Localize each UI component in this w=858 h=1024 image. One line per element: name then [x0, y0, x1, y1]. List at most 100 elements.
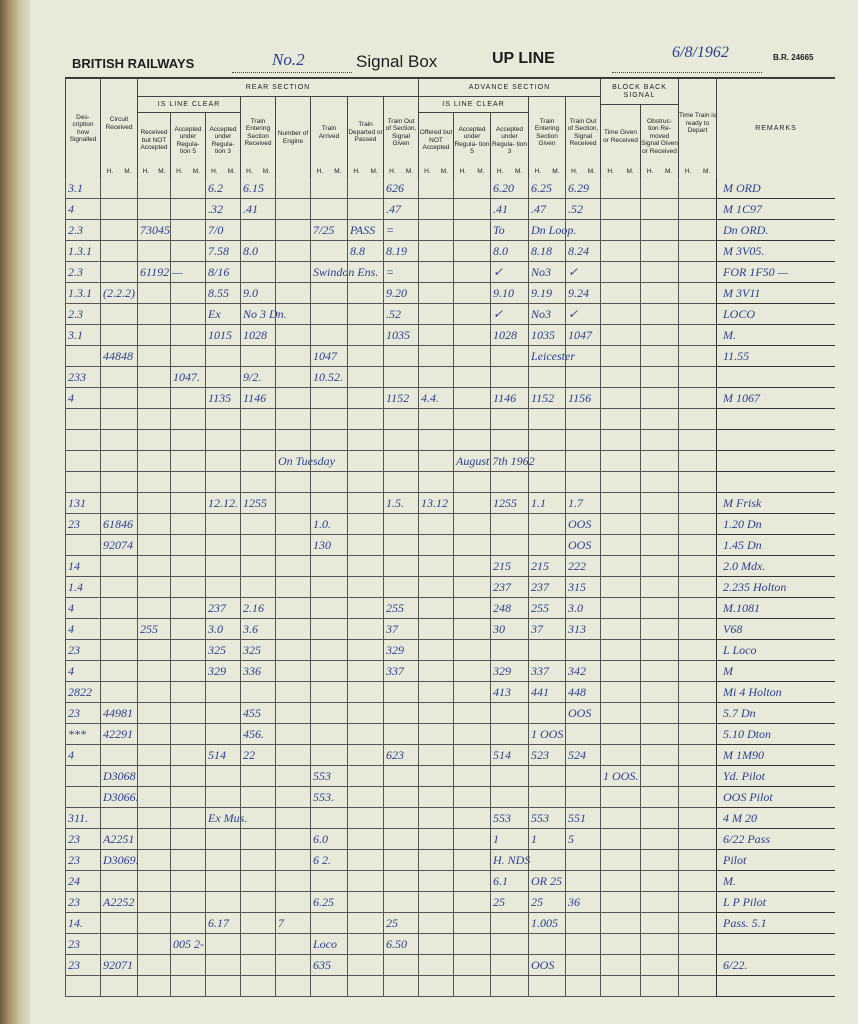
- time-cell: [100, 913, 137, 934]
- time-cell: OOS: [565, 514, 600, 535]
- time-cell: [453, 745, 490, 766]
- table-row: 233 1047. 9/2. 10.52.: [65, 367, 835, 388]
- time-cell: [600, 871, 640, 892]
- time-cell: [205, 514, 240, 535]
- time-cell: [137, 178, 170, 199]
- time-cell: [453, 304, 490, 325]
- time-cell: [600, 787, 640, 808]
- time-cell: [347, 598, 383, 619]
- description-cell: 23: [65, 934, 100, 955]
- time-cell: [640, 220, 678, 241]
- table-row: *** 42291 456. 1 OOS 5.10 Dton: [65, 724, 835, 745]
- time-cell: [205, 934, 240, 955]
- time-cell: [137, 535, 170, 556]
- time-cell: [383, 976, 418, 997]
- time-cell: [310, 661, 347, 682]
- time-cell: [137, 472, 170, 493]
- table-row: 1.3.1 7.58 8.0 8.8 8.19 8.0 8.18 8.24 M 3V05.: [65, 241, 835, 262]
- time-cell: [137, 367, 170, 388]
- unit-m: M.: [552, 167, 560, 175]
- time-cell: 6.0: [310, 829, 347, 850]
- time-cell: [275, 556, 310, 577]
- unit-h: H.: [571, 167, 578, 175]
- advance-section-group: ADVANCE SECTION: [418, 78, 600, 96]
- time-cell: [640, 640, 678, 661]
- time-cell: [600, 745, 640, 766]
- time-cell: [170, 388, 205, 409]
- time-cell: 7.58: [205, 241, 240, 262]
- time-cell: [528, 976, 565, 997]
- time-cell: [528, 514, 565, 535]
- time-cell: [490, 787, 528, 808]
- time-cell: [310, 598, 347, 619]
- time-cell: [100, 640, 137, 661]
- rear-is-line-clear-group-label: IS LINE CLEAR: [157, 100, 221, 108]
- time-cell: 514: [490, 745, 528, 766]
- col-adv-accepted-reg5-label: Accepted under Regula- tion 5: [454, 125, 490, 156]
- unit-h: H.: [211, 167, 218, 175]
- time-cell: [678, 241, 716, 262]
- unit-h: H.: [496, 167, 504, 175]
- time-cell: 6.2: [205, 178, 240, 199]
- time-cell: [170, 913, 205, 934]
- time-cell: [205, 367, 240, 388]
- description-cell: [65, 787, 100, 808]
- page-stack-edge: [0, 0, 30, 1024]
- description-cell: 4: [65, 199, 100, 220]
- time-cell: [640, 577, 678, 598]
- time-cell: OR 25: [528, 871, 565, 892]
- table-row: 23 005 2- Loco 6.50: [65, 934, 835, 955]
- time-cell: [137, 682, 170, 703]
- time-cell: [600, 724, 640, 745]
- time-cell: [418, 241, 453, 262]
- time-cell: 9.10: [490, 283, 528, 304]
- time-cell: [600, 577, 640, 598]
- col-rear-out-of-section: Train Out of Section, Signal Given H. M.: [383, 96, 418, 178]
- time-cell: [205, 409, 240, 430]
- time-cell: [678, 514, 716, 535]
- time-cell: [170, 220, 205, 241]
- remarks-cell: L Loco: [716, 640, 835, 661]
- description-cell: 4: [65, 598, 100, 619]
- time-cell: [678, 430, 716, 451]
- table-row: 2822 413 441 448 Mi 4 Holton: [65, 682, 835, 703]
- time-cell: [565, 976, 600, 997]
- unit-h: H.: [246, 167, 253, 175]
- remarks-cell: Pass. 5.1: [716, 913, 835, 934]
- time-cell: [453, 787, 490, 808]
- time-cell: [310, 682, 347, 703]
- time-cell: [240, 556, 275, 577]
- time-cell: [565, 871, 600, 892]
- time-cell: [170, 682, 205, 703]
- time-cell: 8.18: [528, 241, 565, 262]
- time-cell: 8.0: [490, 241, 528, 262]
- time-cell: Swindon Ens.: [310, 262, 378, 283]
- time-cell: [418, 976, 453, 997]
- description-cell: [65, 472, 100, 493]
- table-row: [65, 430, 835, 451]
- remarks-cell: M 3V05.: [716, 241, 835, 262]
- time-cell: [205, 682, 240, 703]
- time-cell: 44848: [100, 346, 137, 367]
- time-cell: [137, 661, 170, 682]
- remarks-cell: M.: [716, 871, 835, 892]
- time-cell: [418, 367, 453, 388]
- description-cell: [65, 430, 100, 451]
- time-cell: [600, 346, 640, 367]
- unit-m: M.: [440, 167, 448, 175]
- time-cell: [347, 199, 383, 220]
- time-cell: [528, 535, 565, 556]
- time-cell: [678, 745, 716, 766]
- time-cell: [453, 871, 490, 892]
- table-row: 4 237 2.16 255 248 255 3.0 M.1081: [65, 598, 835, 619]
- table-row: [65, 472, 835, 493]
- table-row: 23 D3069. 6 2. H. NDS Pilot: [65, 850, 835, 871]
- time-cell: [600, 451, 640, 472]
- time-cell: [205, 955, 240, 976]
- time-cell: [678, 766, 716, 787]
- block-back-group-label: BLOCK BACK SIGNAL: [612, 84, 667, 99]
- unit-m: M.: [124, 167, 132, 175]
- time-cell: [640, 619, 678, 640]
- time-cell: [453, 346, 490, 367]
- time-cell: [275, 535, 310, 556]
